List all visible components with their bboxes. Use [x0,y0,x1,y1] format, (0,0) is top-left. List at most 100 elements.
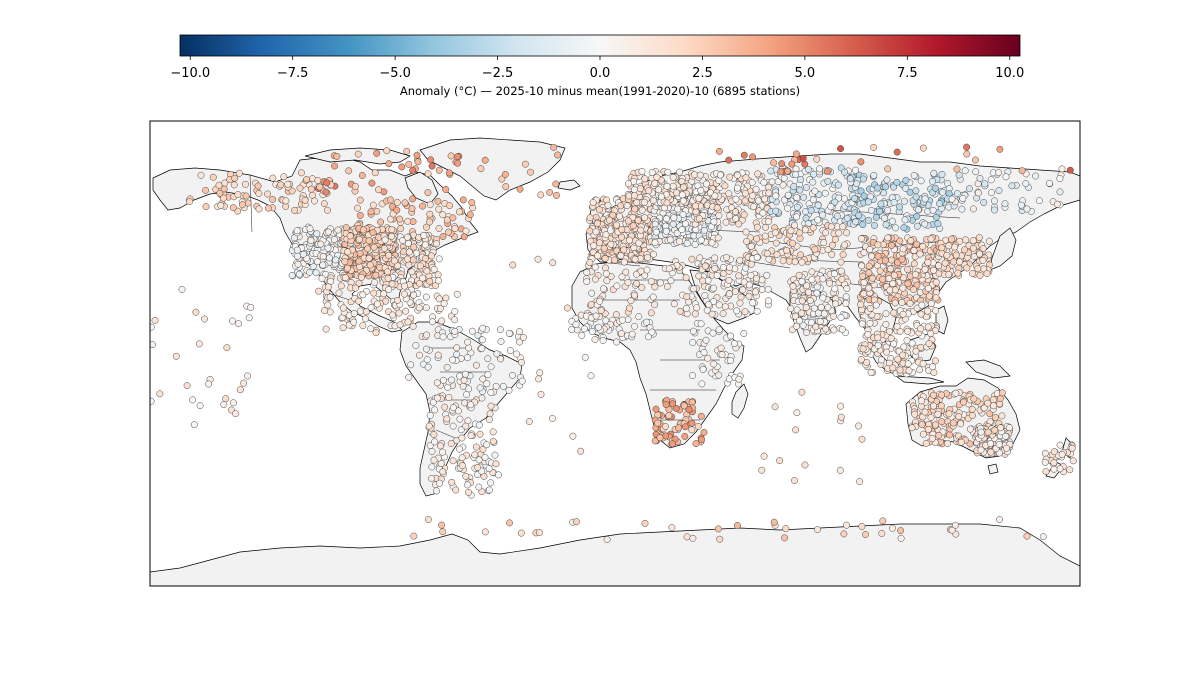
station-marker [563,304,571,312]
station-marker [355,297,363,305]
station-marker [688,419,696,427]
station-marker [324,283,332,291]
station-marker [234,191,242,199]
station-marker [326,293,334,301]
station-marker [976,174,984,182]
station-marker [691,241,699,248]
station-marker [591,275,599,283]
station-marker [858,320,866,328]
station-marker [315,287,323,295]
station-marker [1050,465,1058,473]
station-marker [932,307,940,315]
station-marker [583,278,591,286]
station-marker [919,430,927,438]
station-marker [765,189,773,197]
station-marker [552,180,560,188]
station-marker [388,280,396,288]
station-marker [516,328,523,336]
station-marker [856,478,864,486]
station-marker [852,166,860,174]
station-marker [319,252,327,260]
station-marker [904,360,912,368]
station-marker [401,282,409,290]
station-marker [814,309,822,317]
station-marker [367,325,375,333]
station-marker [824,303,832,311]
station-marker [427,475,435,482]
station-marker [588,328,596,335]
station-marker [624,217,632,225]
station-marker [623,202,631,210]
station-marker [931,184,939,192]
station-marker [410,532,418,540]
station-marker [745,292,753,300]
station-marker [367,304,375,311]
station-marker [725,156,733,164]
station-marker [485,416,493,424]
station-marker [676,307,684,315]
station-marker [984,428,992,436]
station-marker [996,395,1004,403]
station-marker [205,380,213,388]
station-marker [735,375,743,383]
station-marker [388,203,396,210]
station-marker [497,355,505,363]
station-marker [714,234,722,242]
station-marker [325,254,333,262]
station-marker [692,202,699,210]
station-marker [732,208,739,216]
station-marker [855,211,863,219]
station-marker [774,178,782,186]
station-marker [425,422,433,430]
station-marker [927,414,935,421]
station-marker [620,258,628,266]
station-marker [835,229,843,237]
station-marker [668,440,676,448]
station-marker [701,262,709,270]
station-marker [573,518,580,526]
station-marker [900,224,908,232]
station-marker [874,252,882,260]
station-marker [739,286,747,294]
station-marker [735,272,743,280]
station-marker [370,243,378,251]
station-marker [600,285,607,293]
station-marker [733,184,741,192]
station-marker [357,307,365,315]
station-marker [987,440,994,448]
station-marker [311,197,318,205]
station-marker [428,448,436,456]
station-marker [468,199,476,206]
station-marker [631,205,639,213]
station-marker [568,326,576,334]
station-marker [803,282,811,290]
station-marker [841,241,848,249]
station-marker [910,260,918,268]
station-marker [394,262,401,270]
station-marker [416,351,423,359]
station-marker [878,529,886,537]
station-marker [809,178,817,186]
station-marker [961,246,968,254]
station-marker [580,325,588,333]
station-marker [319,261,327,269]
station-marker [413,151,421,159]
station-marker [963,264,971,272]
station-marker [990,402,998,410]
station-marker [736,299,744,307]
station-marker [840,530,848,538]
station-marker [740,211,748,219]
station-marker [448,376,456,384]
station-marker [603,277,611,285]
station-marker [436,305,444,313]
station-marker [741,308,749,316]
station-marker [913,222,921,230]
station-marker [358,273,365,281]
station-marker [813,283,821,291]
station-marker [989,396,997,404]
station-marker [506,347,514,354]
station-marker [1050,448,1058,456]
station-marker [368,179,376,187]
station-marker [280,173,288,181]
station-marker [587,301,595,309]
